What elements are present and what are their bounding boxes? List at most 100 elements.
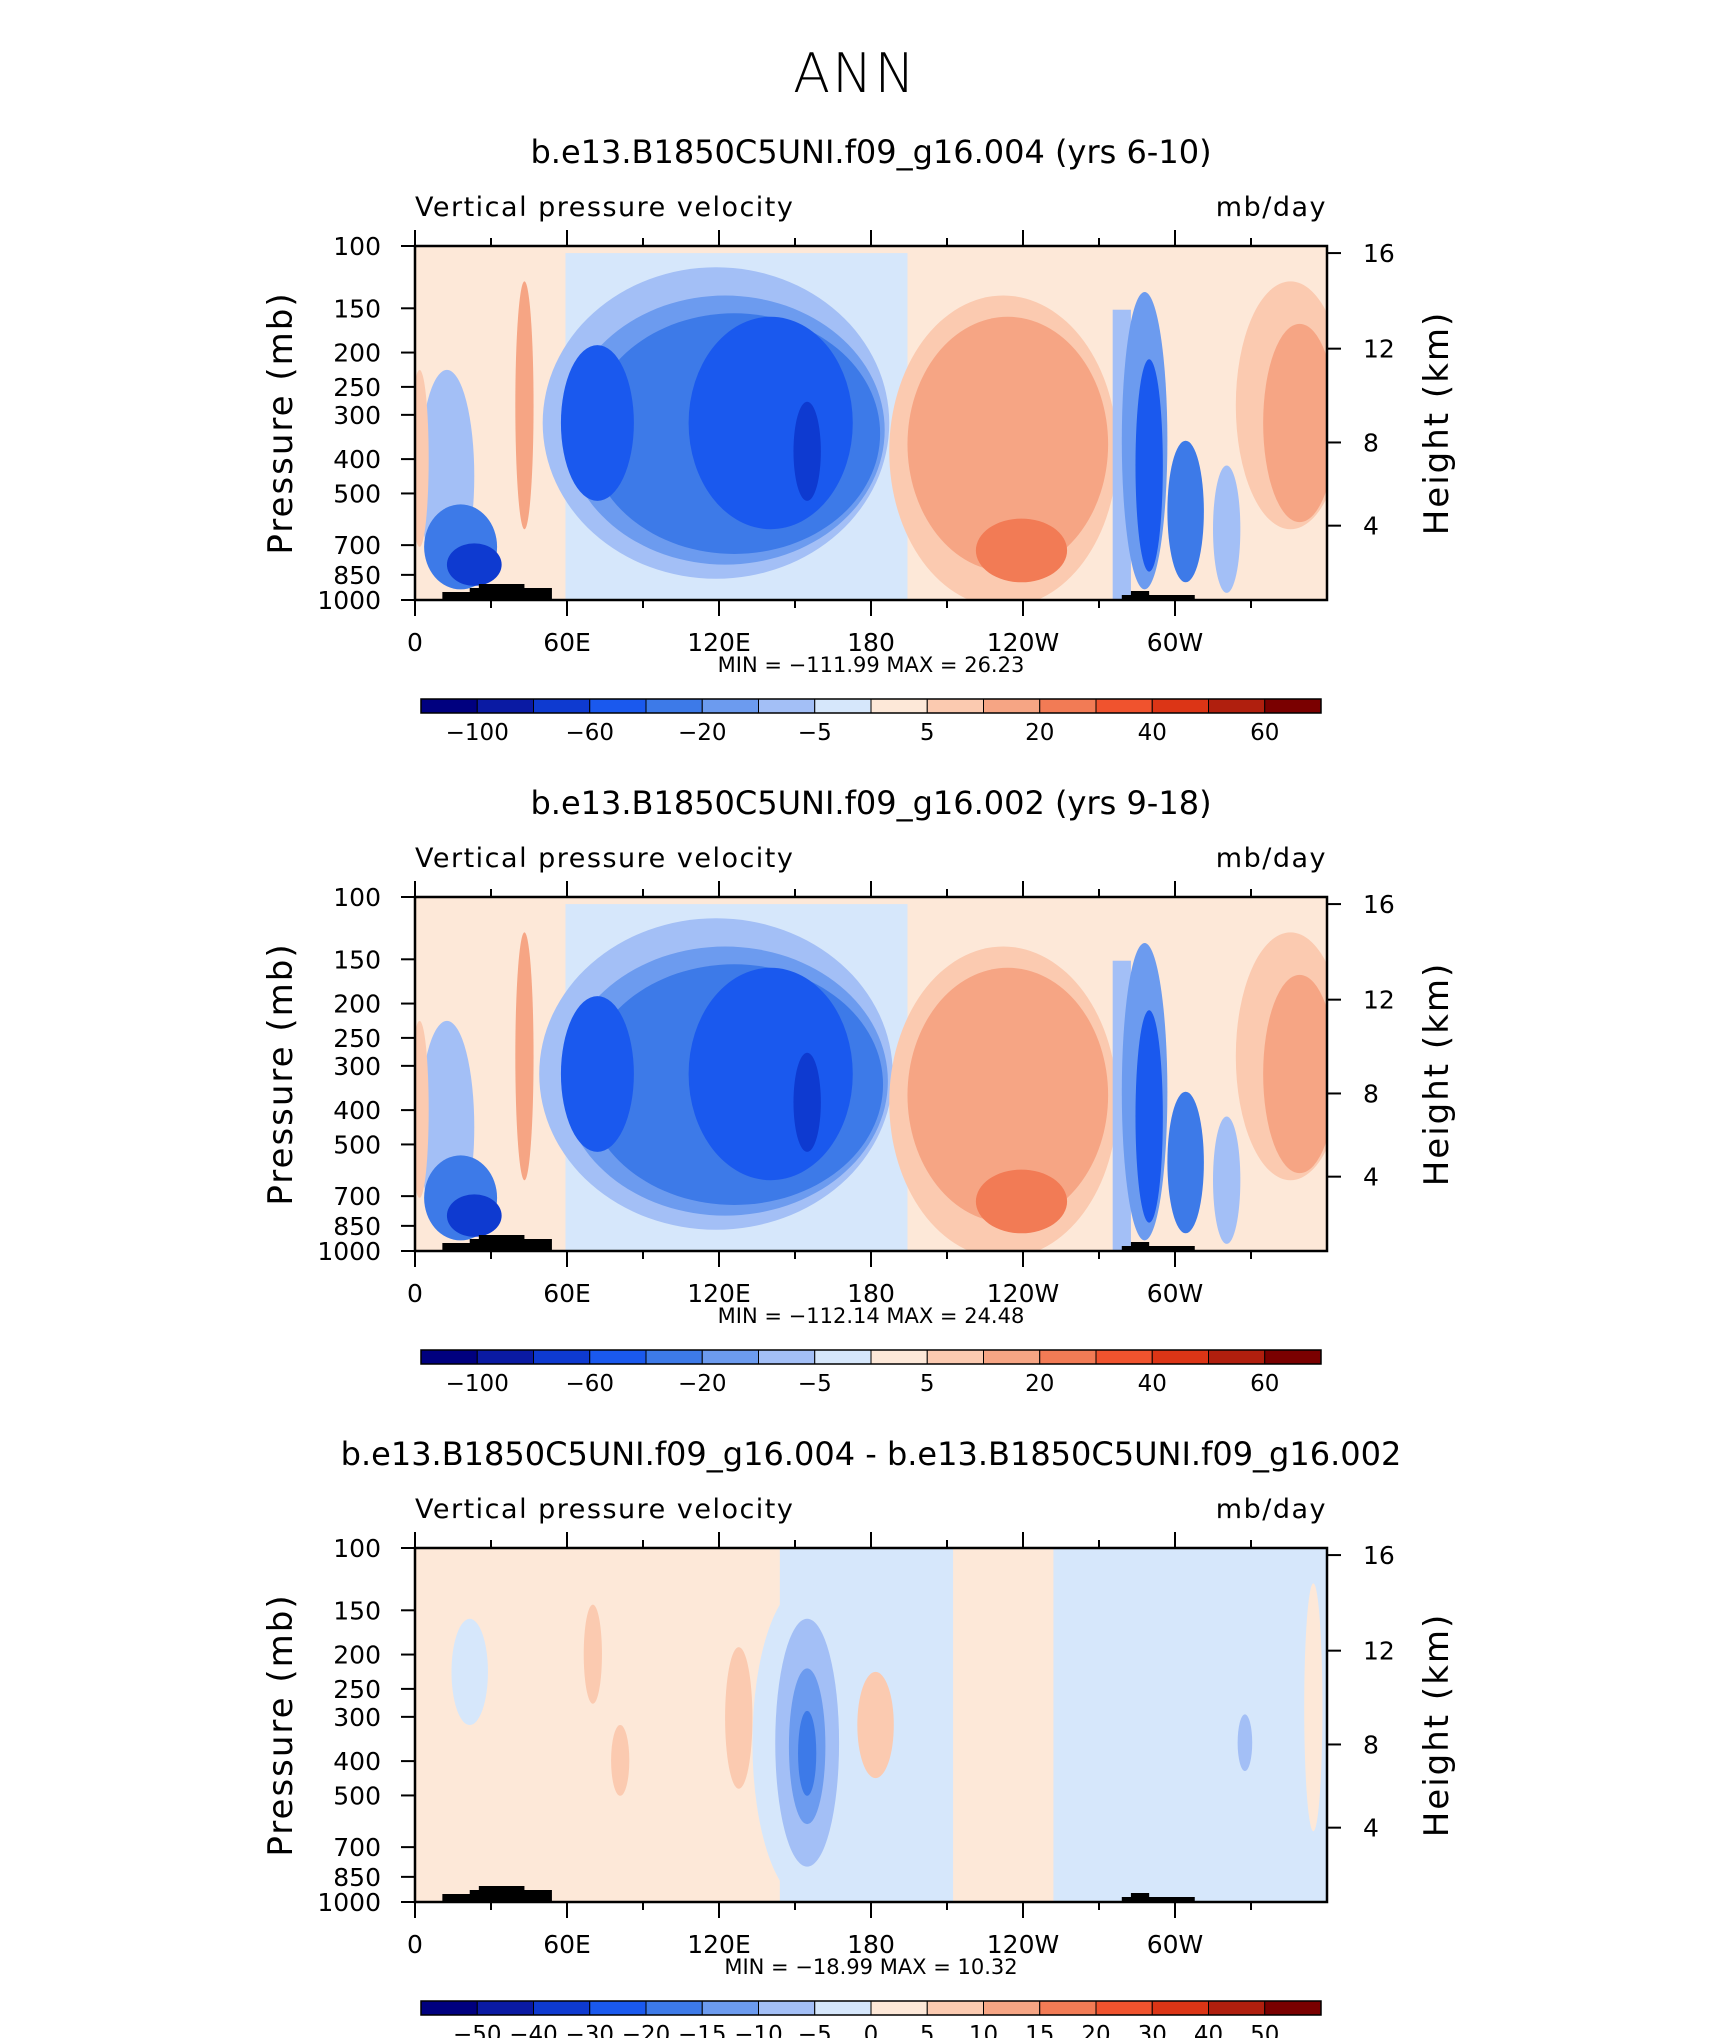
contour-region (1053, 1548, 1327, 1902)
min-max-stats: MIN = −18.99 MAX = 10.32 (724, 1955, 1017, 1979)
colorbar-swatch (1264, 698, 1322, 714)
contour-region (1237, 1714, 1253, 1772)
colorbar-swatch (1264, 2000, 1322, 2016)
y-tick-label: 850 (333, 1863, 381, 1892)
colorbar-swatch (1039, 2000, 1097, 2016)
y-right-tick-label: 8 (1363, 1730, 1379, 1759)
y-tick-label: 850 (333, 1212, 381, 1241)
x-tick-label: 120W (987, 1279, 1059, 1308)
contour-region (1213, 1116, 1241, 1244)
contour-region (515, 932, 534, 1181)
y-tick-label: 850 (333, 561, 381, 590)
colorbar-swatch (420, 2000, 478, 2016)
colorbar-swatch (1095, 1349, 1153, 1365)
x-tick-label: 60E (543, 1279, 591, 1308)
colorbar-swatch (533, 1349, 591, 1365)
contour-region (975, 1169, 1068, 1234)
contour-region (1135, 1010, 1163, 1223)
min-max-stats: MIN = −111.99 MAX = 26.23 (718, 653, 1025, 677)
topography-block (1121, 595, 1195, 600)
colorbar-label: 5 (920, 720, 935, 746)
y-axis-label: Pressure (mb) (261, 291, 301, 554)
contour-region (451, 1618, 488, 1725)
panel-subtitle-right: mb/day (1216, 843, 1327, 874)
y-tick-label: 250 (333, 373, 381, 402)
topography-block (506, 1239, 552, 1251)
colorbar-swatch (476, 2000, 534, 2016)
colorbar-label: 15 (1025, 2022, 1054, 2038)
colorbar-label: 10 (969, 2022, 998, 2038)
colorbar-label: −50 (453, 2022, 502, 2038)
panel-title: b.e13.B1850C5UNI.f09_g16.004 - b.e13.B18… (341, 1435, 1402, 1473)
y-tick-label: 100 (333, 883, 381, 912)
y-tick-label: 1000 (317, 586, 381, 615)
colorbar-swatch (1151, 1349, 1209, 1365)
colorbar-swatch (1095, 2000, 1153, 2016)
contour-region (583, 1604, 602, 1704)
contour-region (1213, 465, 1241, 593)
colorbar-label: −20 (678, 720, 727, 746)
figure-title: ANN (793, 42, 917, 105)
colorbar-label: 5 (920, 2022, 935, 2038)
y-tick-label: 700 (333, 531, 381, 560)
colorbar: −100 −60 −20 −5 5 20 40 60 (420, 1349, 1322, 1397)
topography-block (1130, 1893, 1150, 1902)
colorbar-label: −60 (565, 720, 614, 746)
colorbar-frame (420, 698, 1322, 714)
colorbar-swatch (589, 698, 647, 714)
y-tick-label: 100 (333, 232, 381, 261)
contour-region (907, 967, 1109, 1223)
colorbar-swatch (983, 698, 1041, 714)
y-right-tick-label: 8 (1363, 428, 1379, 457)
colorbar-label: −30 (565, 2022, 614, 2038)
contour-region (857, 1671, 894, 1779)
panel-title: b.e13.B1850C5UNI.f09_g16.004 (yrs 6-10) (530, 133, 1211, 171)
y-tick-label: 700 (333, 1833, 381, 1862)
x-tick-label: 120E (687, 628, 751, 657)
y-tick-label: 1000 (317, 1888, 381, 1917)
colorbar-swatch (589, 2000, 647, 2016)
y-right-axis-label: Height (km) (1417, 962, 1457, 1187)
y-right-tick-label: 8 (1363, 1079, 1379, 1108)
colorbar-swatch (758, 1349, 816, 1365)
colorbar-swatch (1208, 2000, 1266, 2016)
y-right-tick-label: 12 (1363, 1637, 1395, 1666)
colorbar-swatch (476, 1349, 534, 1365)
y-right-tick-label: 12 (1363, 986, 1395, 1015)
colorbar-swatch (983, 1349, 1041, 1365)
y-tick-label: 250 (333, 1024, 381, 1053)
contour-region (446, 1194, 502, 1237)
colorbar-swatch (870, 1349, 928, 1365)
y-right-tick-label: 4 (1363, 1163, 1379, 1192)
colorbar-frame (420, 1349, 1322, 1365)
colorbar-swatch (420, 1349, 478, 1365)
colorbar-swatch (420, 698, 478, 714)
topography-block (1130, 591, 1150, 600)
colorbar-swatch (814, 2000, 872, 2016)
contour-region (1304, 1583, 1323, 1832)
y-tick-label: 500 (333, 1130, 381, 1159)
colorbar-swatch (1208, 1349, 1266, 1365)
colorbar-label: 0 (864, 2022, 879, 2038)
colorbar-label: 30 (1138, 2022, 1167, 2038)
panel-subtitle-right: mb/day (1216, 1494, 1327, 1525)
topography-block (1121, 1246, 1195, 1251)
y-tick-label: 200 (333, 990, 381, 1019)
contour-region (1167, 1091, 1204, 1234)
x-tick-label: 180 (847, 1279, 895, 1308)
colorbar-swatch (1264, 1349, 1322, 1365)
contour-region (798, 1710, 817, 1796)
x-tick-label: 180 (847, 1930, 895, 1959)
min-max-stats: MIN = −112.14 MAX = 24.48 (718, 1304, 1025, 1328)
y-right-tick-label: 16 (1363, 890, 1395, 919)
colorbar-label: 20 (1025, 1371, 1054, 1397)
y-tick-label: 200 (333, 339, 381, 368)
colorbar-swatch (926, 1349, 984, 1365)
contour-region (1263, 974, 1327, 1174)
colorbar-label: −60 (565, 1371, 614, 1397)
y-tick-label: 500 (333, 479, 381, 508)
x-tick-label: 180 (847, 628, 895, 657)
x-tick-label: 120E (687, 1279, 751, 1308)
topography-block (506, 588, 552, 600)
